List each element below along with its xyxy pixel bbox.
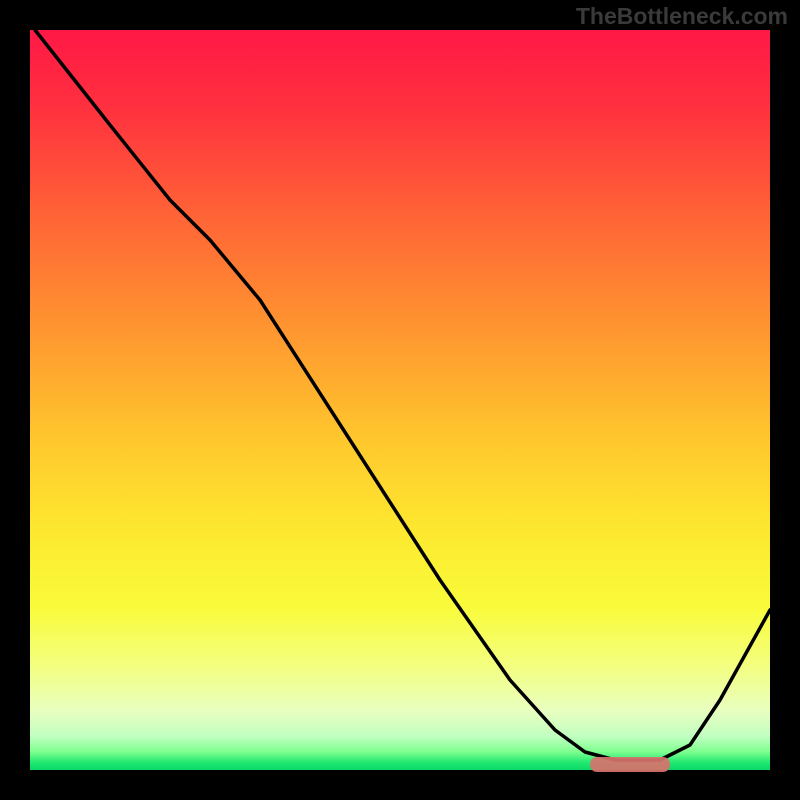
bottleneck-chart bbox=[0, 0, 800, 800]
heatmap-gradient bbox=[30, 30, 770, 770]
watermark-text: TheBottleneck.com bbox=[576, 3, 788, 30]
chart-svg bbox=[0, 0, 800, 800]
optimal-range-marker bbox=[590, 757, 670, 772]
